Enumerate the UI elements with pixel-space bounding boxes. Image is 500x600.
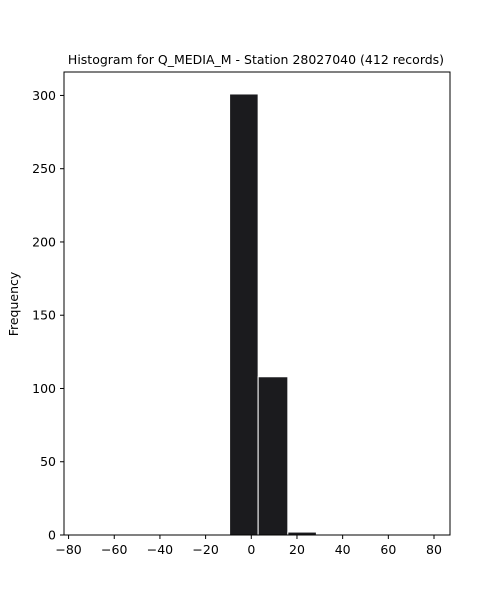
x-tick-label: 20 [289, 542, 305, 557]
y-axis-ticks: 0 50 100 150 200 250 300 [32, 88, 64, 543]
x-tick-label: −40 [147, 542, 173, 557]
y-axis-label: Frequency [6, 271, 21, 336]
x-axis-ticks: −80 −60 −40 −20 0 20 40 60 80 [55, 535, 442, 557]
y-tick-label: 50 [40, 454, 56, 469]
y-tick-label: 200 [32, 234, 56, 249]
y-tick-label: 250 [32, 161, 56, 176]
x-tick-label: −60 [101, 542, 127, 557]
x-tick-label: 0 [247, 542, 255, 557]
histogram-bar-2 [257, 376, 289, 536]
x-tick-label: −20 [192, 542, 218, 557]
x-tick-label: −80 [55, 542, 81, 557]
x-tick-label: 40 [335, 542, 351, 557]
y-tick-label: 150 [32, 308, 56, 323]
y-tick-label: 100 [32, 381, 56, 396]
y-tick-label: 300 [32, 88, 56, 103]
x-tick-label: 80 [426, 542, 442, 557]
chart-title: Histogram for Q_MEDIA_M - Station 280270… [68, 52, 444, 67]
bars-group [229, 93, 317, 536]
histogram-bar-1 [229, 93, 259, 536]
x-tick-label: 60 [380, 542, 396, 557]
plot-frame [63, 71, 451, 536]
y-tick-label: 0 [48, 528, 56, 543]
